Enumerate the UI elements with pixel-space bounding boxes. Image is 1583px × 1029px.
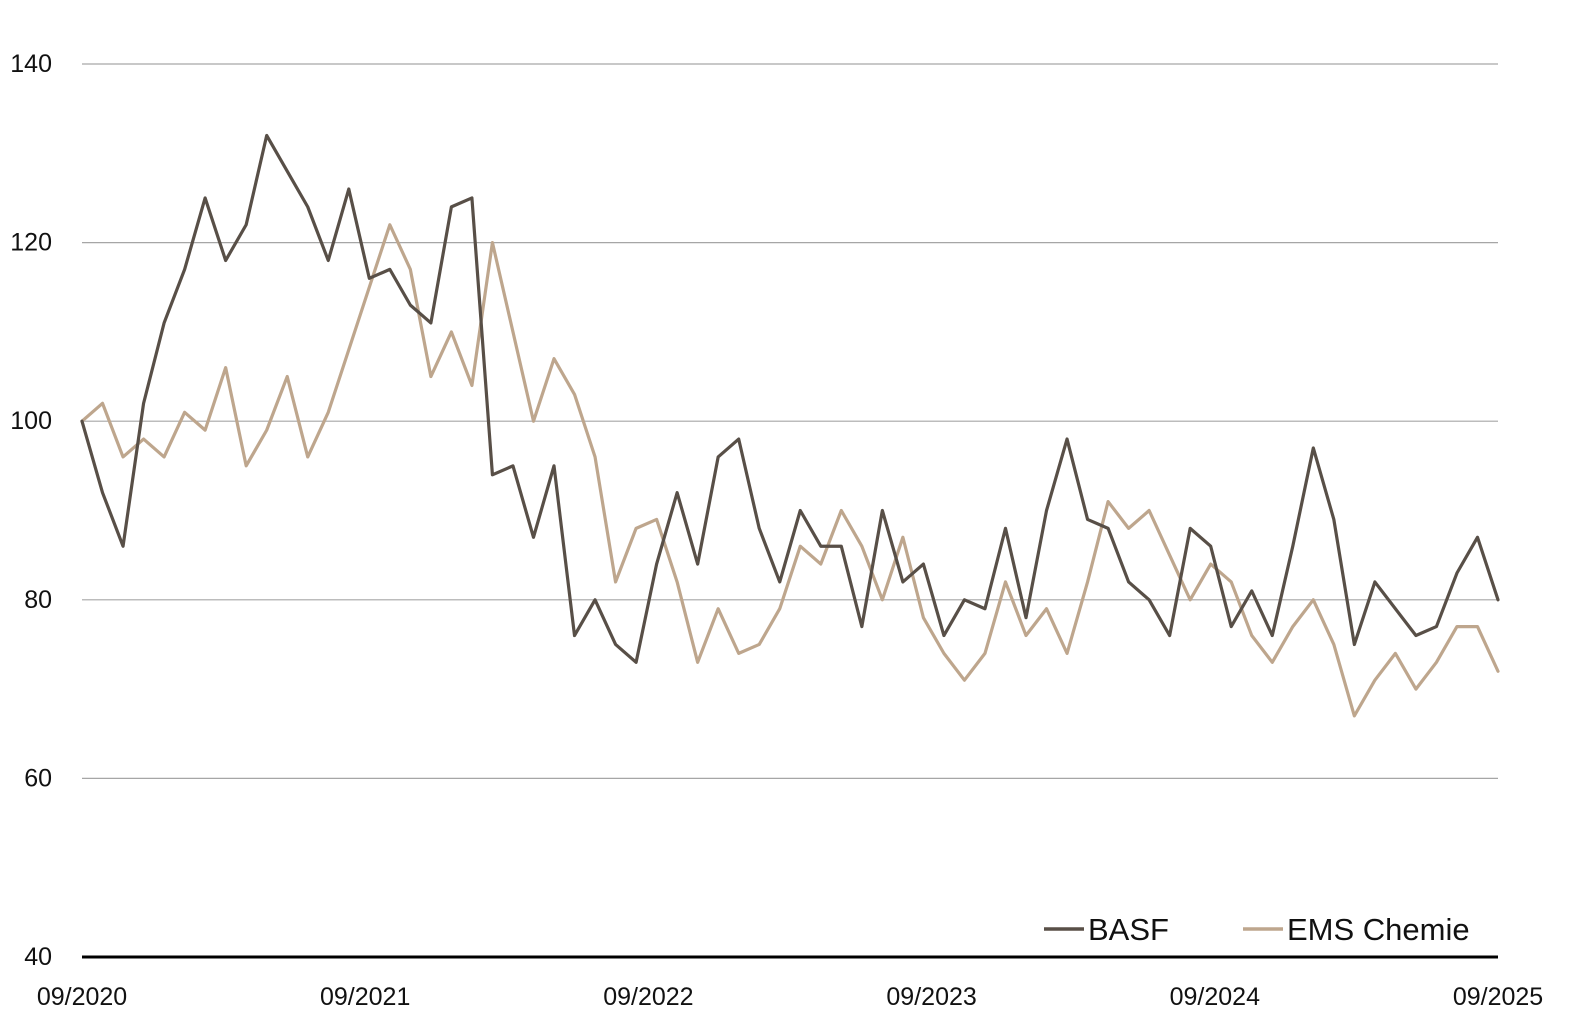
series-line-basf xyxy=(80,133,1500,664)
x-tick-label: 09/2025 xyxy=(1453,983,1543,1011)
legend-label-ems-chemie: EMS Chemie xyxy=(1287,912,1470,947)
y-tick-label: 120 xyxy=(10,229,52,257)
grid-layer xyxy=(82,63,1498,780)
series-layer xyxy=(80,133,1500,718)
x-tick-label: 09/2024 xyxy=(1170,983,1260,1011)
legend: BASF EMS Chemie xyxy=(1044,912,1470,947)
y-tick-label: 140 xyxy=(10,50,52,78)
y-tick-label: 40 xyxy=(24,943,52,971)
y-tick-label: 80 xyxy=(24,586,52,614)
y-tick-label: 60 xyxy=(24,764,52,792)
x-tick-label: 09/2023 xyxy=(886,983,976,1011)
x-tick-label: 09/2020 xyxy=(37,983,127,1011)
x-tick-label: 09/2021 xyxy=(320,983,410,1011)
series-line-ems-chemie xyxy=(80,223,1500,718)
axis-layer: 40 60 80 100 120 140 09/2020 09/2021 09/2022 09/2… xyxy=(10,50,1543,1011)
legend-label-basf: BASF xyxy=(1088,912,1169,947)
x-tick-label: 09/2022 xyxy=(603,983,693,1011)
y-tick-label: 100 xyxy=(10,407,52,435)
